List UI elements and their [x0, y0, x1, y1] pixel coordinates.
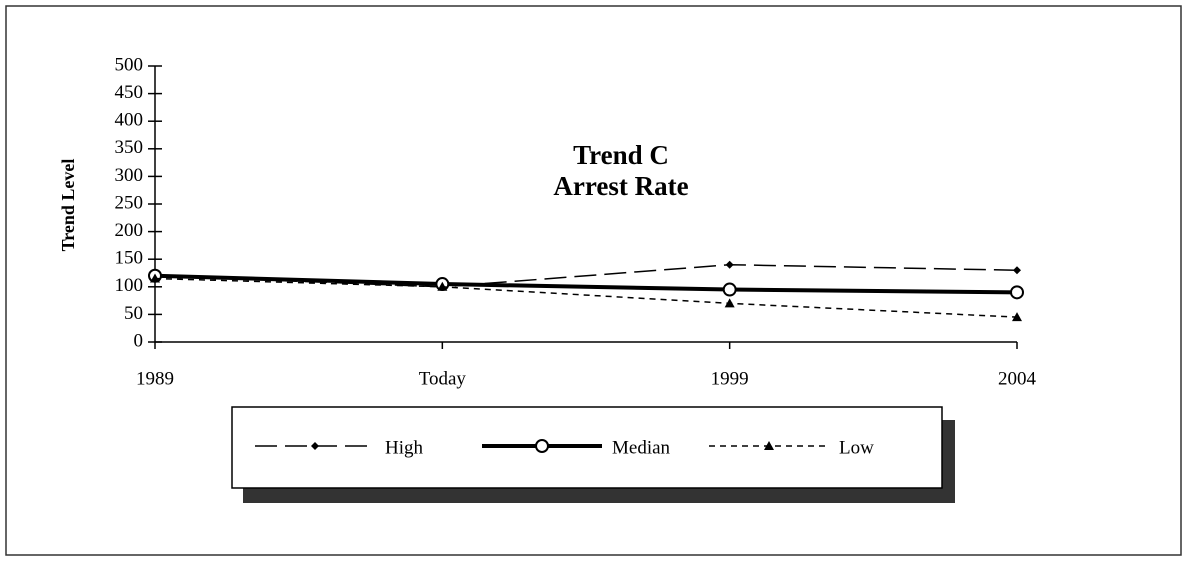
chart-title: Trend C [573, 140, 669, 170]
marker [722, 282, 737, 297]
legend-label: Low [839, 437, 874, 458]
y-tick-label: 350 [115, 137, 144, 158]
marker [724, 298, 735, 308]
marker [1010, 285, 1024, 300]
legend-label: Median [612, 437, 671, 458]
chart-subtitle: Arrest Rate [553, 171, 688, 201]
marker [150, 273, 160, 283]
y-tick-label: 150 [115, 248, 144, 269]
x-tick-label: Today [419, 368, 467, 389]
marker [1013, 266, 1021, 275]
marker [764, 441, 774, 450]
frame [5, 5, 1182, 556]
y-axis-label: Trend Level [58, 159, 78, 252]
marker [311, 442, 319, 450]
y-tick-label: 100 [115, 275, 144, 296]
y-tick-label: 400 [115, 110, 144, 131]
y-tick-label: 200 [115, 220, 144, 241]
y-tick-label: 250 [115, 192, 144, 213]
marker [437, 281, 448, 291]
series-line [154, 273, 1018, 295]
series-line [154, 263, 1018, 288]
x-tick-label: 1989 [136, 368, 174, 389]
y-tick-label: 500 [115, 54, 144, 75]
legend-label: High [385, 437, 424, 458]
marker [535, 439, 549, 453]
marker [725, 260, 734, 269]
y-tick-label: 450 [115, 82, 144, 103]
y-tick-label: 0 [134, 330, 144, 351]
marker [1012, 312, 1022, 322]
x-tick-label: 1999 [711, 368, 749, 389]
x-tick-label: 2004 [998, 368, 1037, 389]
y-tick-label: 300 [115, 165, 144, 186]
y-tick-label: 50 [124, 303, 143, 324]
series-line [154, 277, 1018, 318]
